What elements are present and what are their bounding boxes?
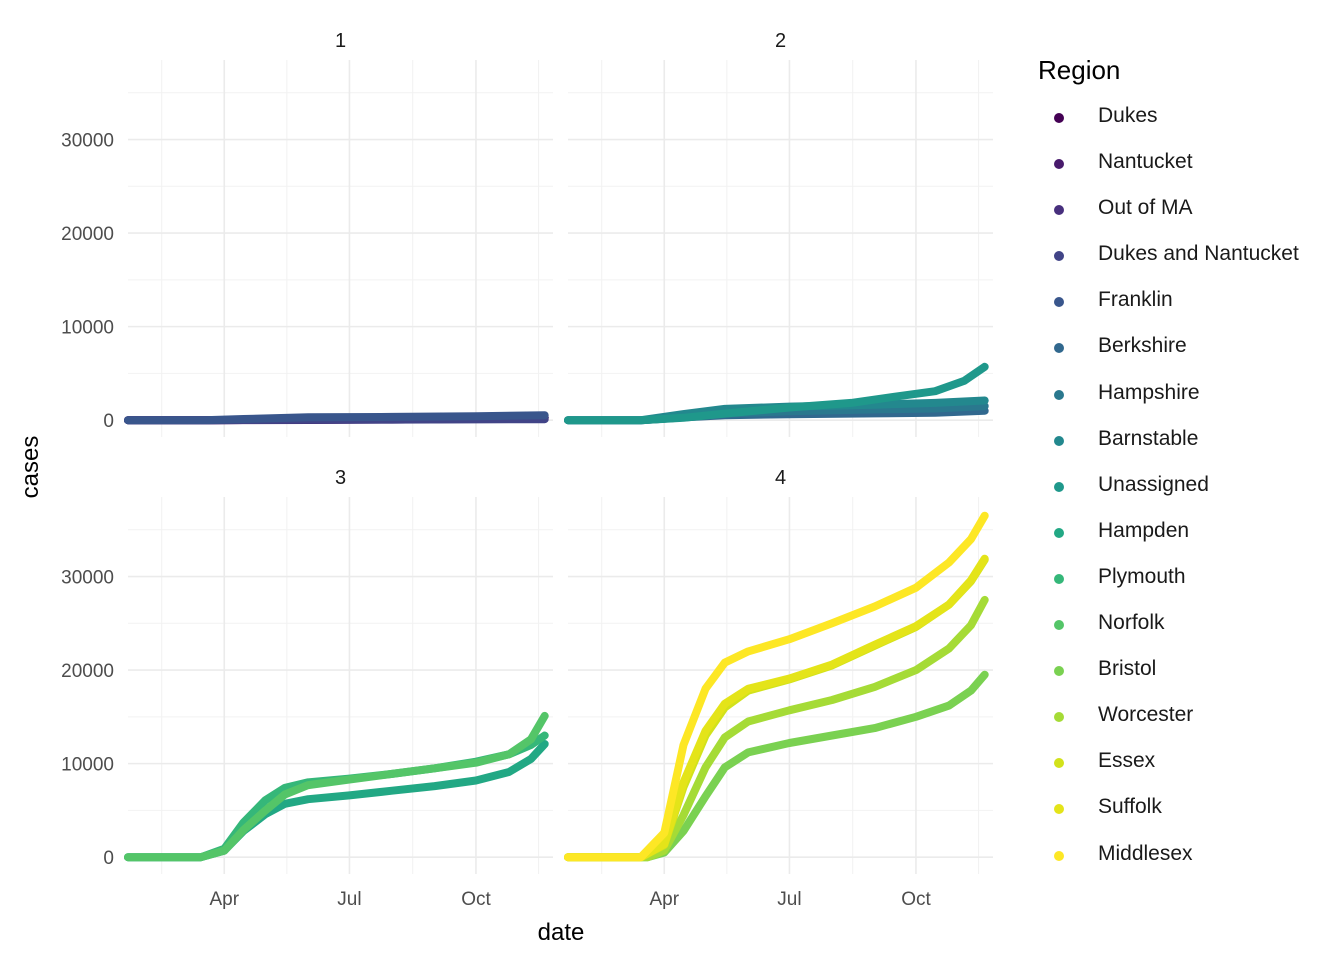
legend-key-dot — [1054, 251, 1064, 262]
legend-label: Barnstable — [1098, 426, 1199, 450]
legend-item: Barnstable — [1038, 421, 1338, 467]
x-tick-label: Jul — [777, 889, 801, 910]
legend-item: Nantucket — [1038, 144, 1338, 190]
panel-2: 2 — [564, 30, 993, 437]
legend-item: Bristol — [1038, 651, 1338, 697]
legend-item: Unassigned — [1038, 467, 1338, 513]
legend-label: Essex — [1098, 749, 1156, 773]
series-line-norfolk — [124, 711, 549, 862]
series-line-bristol — [564, 670, 989, 862]
legend-label: Franklin — [1098, 288, 1173, 312]
legend-key-dot — [1054, 343, 1064, 354]
legend-label: Out of MA — [1098, 196, 1193, 220]
legend-item: Middlesex — [1038, 836, 1338, 882]
x-tick-label: Apr — [209, 889, 239, 910]
legend-key-dot — [1054, 159, 1064, 170]
legend-label: Plymouth — [1098, 564, 1186, 588]
panel-1: 1 0 10000 20000 30000 — [61, 30, 553, 437]
legend: Region Dukes Nantucket Out of MA Dukes and … — [1038, 52, 1338, 882]
legend-label: Norfolk — [1098, 611, 1165, 635]
legend-item: Berkshire — [1038, 328, 1338, 374]
legend-label: Suffolk — [1098, 795, 1162, 819]
legend-label: Worcester — [1098, 703, 1194, 727]
legend-item: Essex — [1038, 743, 1338, 789]
legend-label: Dukes and Nantucket — [1098, 242, 1299, 266]
y-tick-label: 30000 — [61, 568, 114, 589]
legend-key-dot — [1054, 113, 1064, 123]
legend-item: Suffolk — [1038, 789, 1338, 835]
facet-strip-label: 1 — [335, 30, 346, 52]
legend-label: Dukes — [1098, 104, 1158, 127]
panel-3: 3 0 10000 20000 30000 Apr Jul Oct — [61, 467, 553, 910]
legend-item: Worcester — [1038, 697, 1338, 743]
legend-label: Bristol — [1098, 657, 1157, 681]
y-tick-label: 0 — [103, 411, 114, 432]
legend-key-dot — [1054, 389, 1064, 400]
series-line-unassigned — [564, 362, 989, 425]
y-tick-label: 30000 — [61, 131, 114, 152]
y-tick-label: 20000 — [61, 224, 114, 245]
series-line-worcester — [564, 595, 989, 862]
legend-key-dot — [1054, 666, 1064, 677]
legend-key-dot — [1054, 758, 1064, 769]
legend-item: Out of MA — [1038, 190, 1338, 236]
y-tick-label: 20000 — [61, 661, 114, 682]
legend-title: Region — [1038, 55, 1121, 85]
legend-key-dot — [1054, 573, 1064, 584]
x-axis-title: date — [538, 919, 585, 946]
legend-key-dot — [1054, 435, 1064, 446]
series-line-suffolk — [564, 554, 989, 862]
legend-key-dot — [1054, 527, 1064, 538]
legend-key-dot — [1054, 804, 1064, 815]
legend-item: Hampden — [1038, 513, 1338, 559]
x-tick-label: Apr — [649, 889, 679, 910]
legend-label: Berkshire — [1098, 334, 1187, 358]
legend-item: Dukes — [1038, 98, 1338, 144]
facet-strip-label: 4 — [775, 467, 786, 489]
x-tick-label: Oct — [901, 889, 931, 910]
facet-strip-label: 2 — [775, 30, 786, 52]
legend-item: Plymouth — [1038, 559, 1338, 605]
y-tick-label: 0 — [103, 848, 114, 869]
y-tick-label: 10000 — [61, 755, 114, 776]
legend-label: Middlesex — [1098, 841, 1193, 865]
series-line-franklin — [124, 411, 549, 425]
legend-key-dot — [1054, 481, 1064, 492]
legend-label: Hampshire — [1098, 380, 1200, 404]
panel-4: 4 Apr Jul Oct — [564, 467, 993, 910]
legend-key-dot — [1054, 297, 1064, 308]
series-line-essex — [564, 555, 989, 862]
legend-item: Norfolk — [1038, 605, 1338, 651]
legend-item: Dukes and Nantucket — [1038, 236, 1338, 282]
y-axis-title: cases — [17, 436, 44, 499]
legend-label: Nantucket — [1098, 150, 1193, 174]
series-line-middlesex — [564, 511, 989, 862]
x-tick-label: Oct — [461, 889, 491, 910]
legend-items: Dukes Nantucket Out of MA Dukes and Nantuck… — [1038, 98, 1338, 882]
legend-item: Hampshire — [1038, 375, 1338, 421]
legend-item: Franklin — [1038, 282, 1338, 328]
legend-key-dot — [1054, 205, 1064, 216]
legend-key-dot — [1054, 620, 1064, 631]
legend-label: Hampden — [1098, 518, 1190, 542]
legend-label: Unassigned — [1098, 472, 1209, 496]
y-tick-label: 10000 — [61, 318, 114, 339]
legend-key-dot — [1054, 712, 1064, 723]
facet-strip-label: 3 — [335, 467, 346, 489]
legend-key-dot — [1054, 850, 1064, 861]
x-tick-label: Jul — [337, 889, 361, 910]
